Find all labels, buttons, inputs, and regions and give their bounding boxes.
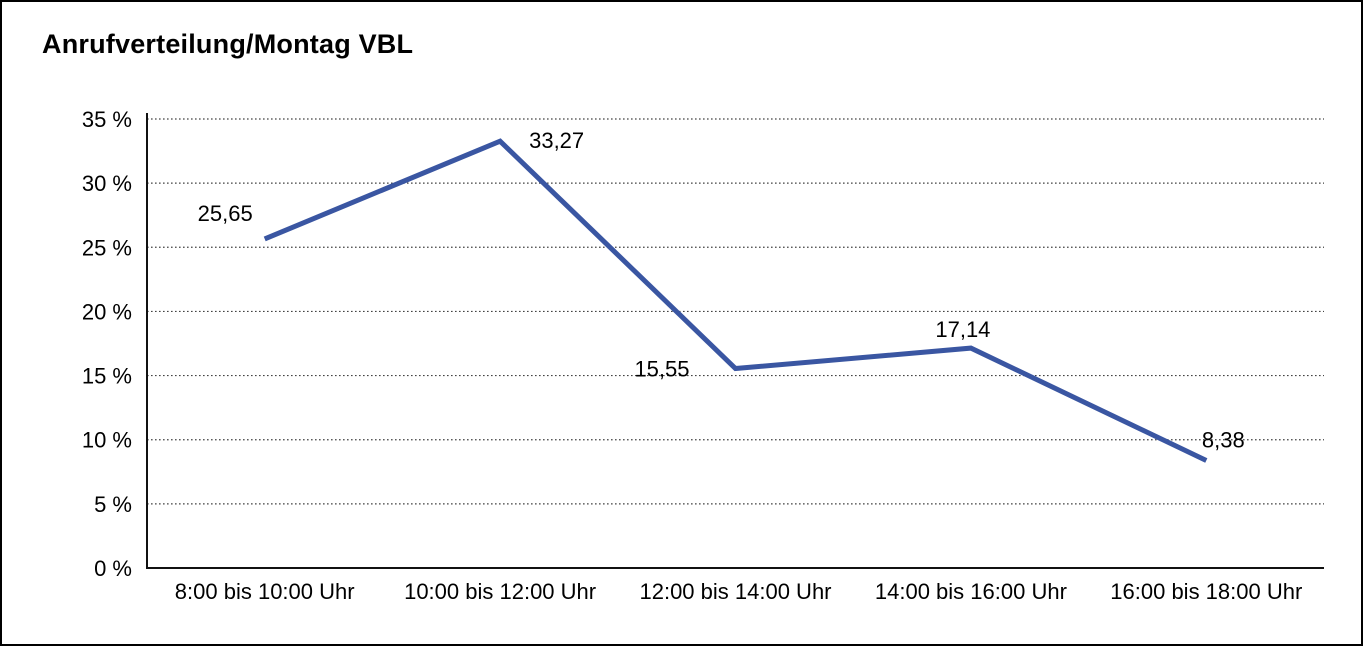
y-axis-tick-label: 15 % [82,364,132,389]
x-axis-category-label: 16:00 bis 18:00 Uhr [1110,579,1302,604]
x-axis-category-label: 12:00 bis 14:00 Uhr [639,579,831,604]
y-axis-tick-label: 25 % [82,235,132,260]
data-point-label: 33,27 [529,128,584,153]
x-axis-category-label: 10:00 bis 12:00 Uhr [404,579,596,604]
chart-title: Anrufverteilung/Montag VBL [42,29,414,59]
y-axis-tick-label: 30 % [82,171,132,196]
data-point-label: 25,65 [198,201,253,226]
y-axis-tick-label: 35 % [82,107,132,132]
data-point-label: 8,38 [1202,427,1245,452]
data-point-label: 15,55 [634,357,689,382]
data-point-label: 17,14 [935,317,990,342]
y-axis-tick-label: 0 % [94,556,132,581]
data-line [263,138,1208,463]
x-axis-category-label: 8:00 bis 10:00 Uhr [175,579,355,604]
x-axis-category-label: 14:00 bis 16:00 Uhr [875,579,1067,604]
y-axis-tick-label: 5 % [94,492,132,517]
y-axis-tick-label: 20 % [82,299,132,324]
y-axis-tick-label: 10 % [82,428,132,453]
